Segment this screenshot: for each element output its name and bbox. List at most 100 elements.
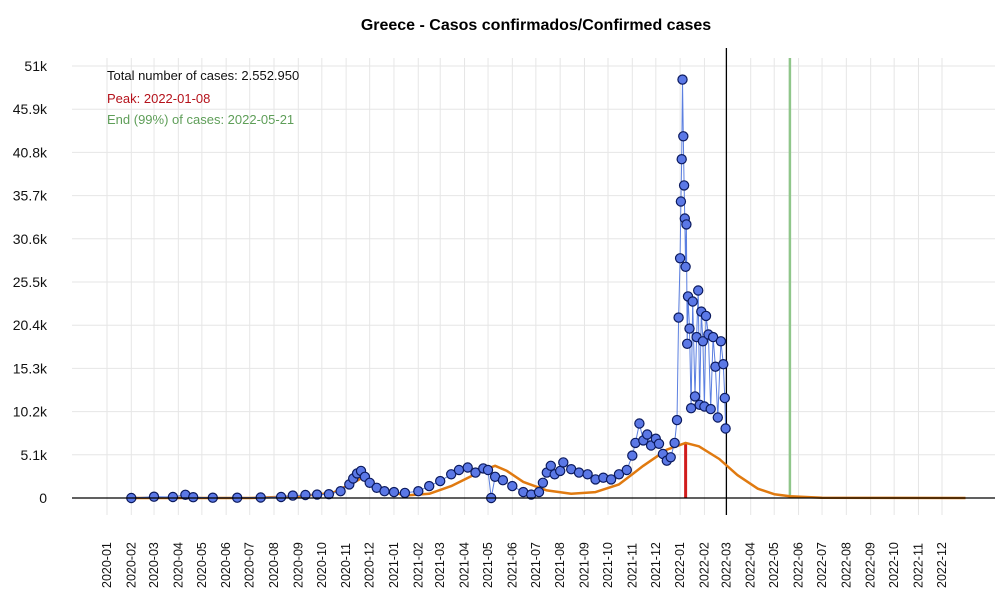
data-point (674, 253, 686, 264)
x-tick-label: 2020-08 (267, 542, 281, 588)
x-tick-label: 2021-09 (577, 542, 591, 588)
series-line (131, 79, 727, 499)
data-point (388, 486, 400, 498)
data-point (364, 477, 375, 488)
data-point (497, 475, 509, 486)
x-tick-label: 2020-01 (100, 542, 114, 588)
x-tick-label: 2022-09 (864, 542, 878, 588)
x-tick-label: 2021-08 (553, 542, 567, 588)
x-tick-label: 2022-10 (887, 542, 901, 588)
data-point (555, 465, 566, 477)
data-point (697, 336, 709, 347)
data-point (712, 412, 724, 423)
y-tick-label: 20.4k (13, 317, 48, 333)
data-point (634, 418, 645, 429)
data-point (533, 486, 545, 498)
x-tick-label: 2020-12 (363, 542, 377, 588)
chart-title: Greece - Casos confirmados/Confirmed cas… (361, 17, 711, 34)
x-tick-label: 2021-07 (529, 542, 543, 588)
data-point (665, 452, 676, 463)
data-point (613, 469, 625, 480)
y-tick-label: 0 (39, 490, 47, 506)
data-point (462, 462, 473, 473)
y-tick-label: 10.2k (13, 404, 48, 420)
data-point (187, 492, 199, 503)
x-tick-label: 2020-07 (243, 542, 257, 588)
y-tick-label: 25.5k (13, 274, 48, 290)
data-point (413, 486, 424, 497)
data-point (720, 423, 731, 434)
data-point (323, 489, 335, 500)
data-point (507, 480, 518, 492)
x-tick-label: 2022-07 (815, 542, 829, 588)
data-point (424, 480, 435, 492)
data-point (673, 312, 684, 323)
x-tick-label: 2021-05 (481, 542, 495, 588)
data-point (148, 491, 160, 502)
x-tick-label: 2021-02 (411, 542, 425, 588)
x-tick-label: 2020-03 (147, 542, 161, 588)
data-point (435, 475, 446, 487)
data-point (446, 469, 457, 480)
data-point (573, 467, 585, 478)
annotation-total: Total number of cases: 2.552.950 (107, 68, 299, 83)
data-point (669, 437, 680, 449)
data-point (653, 438, 665, 449)
data-point (705, 403, 716, 415)
x-tick-label: 2020-02 (124, 542, 138, 588)
data-point (399, 487, 411, 499)
data-point (718, 359, 729, 370)
data-point (681, 219, 692, 230)
data-point (167, 491, 179, 503)
y-tick-label: 40.8k (13, 144, 48, 160)
y-tick-label: 35.7k (13, 188, 48, 204)
x-tick-label: 2020-09 (291, 542, 305, 588)
data-point (287, 490, 298, 501)
x-tick-label: 2020-11 (339, 543, 353, 588)
x-tick-label: 2022-04 (744, 542, 758, 588)
data-point (627, 450, 638, 461)
data-point (558, 457, 569, 468)
reference-lines (684, 48, 792, 515)
x-tick-label: 2020-05 (195, 542, 209, 588)
data-point (275, 491, 287, 503)
x-tick-label: 2021-01 (387, 542, 401, 588)
x-tick-label: 2021-03 (433, 542, 447, 588)
data-point (685, 403, 697, 414)
data-point (700, 310, 712, 322)
x-tick-label: 2022-12 (935, 542, 949, 588)
x-tick-label: 2021-10 (601, 542, 615, 588)
x-tick-label: 2020-04 (171, 542, 185, 588)
x-tick-label: 2022-06 (792, 542, 806, 588)
data-point (642, 429, 653, 440)
x-tick-label: 2021-11 (625, 543, 639, 588)
x-tick-label: 2020-10 (315, 542, 329, 588)
x-tick-label: 2022-03 (719, 542, 733, 588)
data-point (707, 331, 719, 343)
x-tick-label: 2022-01 (673, 542, 687, 588)
x-tick-label: 2022-11 (911, 543, 925, 588)
data-point (453, 464, 465, 476)
data-point (335, 486, 346, 497)
annotation-peak: Peak: 2022-01-08 (107, 91, 210, 106)
data-point (300, 489, 311, 501)
data-point (678, 180, 690, 191)
data-point (676, 153, 687, 165)
data-point (605, 474, 617, 485)
data-point (537, 477, 549, 488)
data-point (311, 489, 323, 500)
data-points (126, 74, 731, 504)
data-point (684, 323, 695, 334)
grid-lines (72, 58, 995, 515)
x-tick-label: 2022-02 (697, 542, 711, 588)
y-tick-label: 5.1k (21, 447, 48, 463)
data-point (682, 338, 693, 349)
x-tick-label: 2022-05 (767, 542, 781, 588)
data-point (719, 392, 731, 404)
y-tick-label: 15.3k (13, 360, 48, 376)
data-point (680, 261, 691, 272)
data-point (687, 296, 698, 307)
data-point (470, 467, 481, 478)
